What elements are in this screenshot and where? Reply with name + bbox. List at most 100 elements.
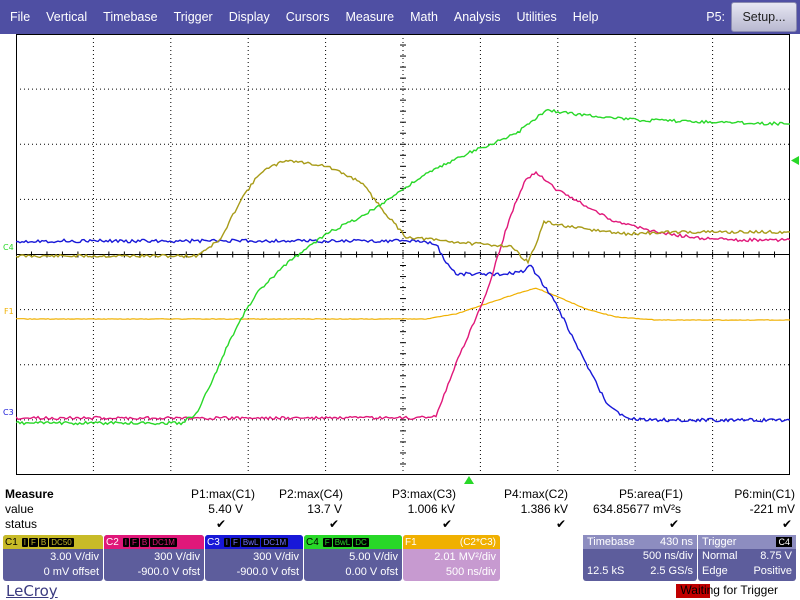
measure-title: Measure: [5, 487, 54, 501]
param-name-p5[interactable]: P5:area(F1): [618, 487, 683, 501]
trace-c4: [16, 108, 790, 426]
trace-f1: [16, 287, 790, 321]
c1-tag-bandwidth: B: [38, 537, 49, 547]
param-name-p3[interactable]: P3:max(C3): [391, 487, 456, 501]
c1-name: C1: [5, 536, 18, 548]
c3-tag-filter: F: [231, 537, 240, 547]
param-value-p5: 634.85677 mV²s: [592, 502, 681, 516]
setup-button[interactable]: Setup...: [731, 2, 797, 32]
measure-value-label: value: [5, 502, 34, 516]
c3-tag-inverted: I: [223, 537, 231, 547]
c3-tag-coupling: DC1M: [261, 537, 289, 547]
menu-bar: File Vertical Timebase Trigger Display C…: [0, 0, 800, 34]
timebase-delay: 430 ns: [659, 536, 693, 548]
footer: LeCroy Waiting for Trigger: [0, 581, 800, 600]
menu-utilities[interactable]: Utilities: [516, 10, 557, 24]
c2-scale: 300 V/div: [154, 551, 200, 563]
f1-scale: 2.01 MV²/div: [434, 551, 496, 563]
menu-file[interactable]: File: [10, 10, 31, 24]
channel-c3-box[interactable]: C3 I F BwL DC1M 300 V/div -900.0 V ofst: [205, 535, 303, 581]
c3-marker[interactable]: C3: [3, 408, 14, 417]
acquisition-status: Waiting for Trigger: [680, 583, 778, 597]
menu-vertical[interactable]: Vertical: [46, 10, 88, 24]
trigger-position-marker[interactable]: [464, 476, 474, 485]
trigger-mode: Normal: [702, 550, 738, 562]
param-value-p4: 1.386 kV: [520, 502, 568, 516]
param-value-p2: 13.7 V: [307, 502, 342, 516]
c3-offset: -900.0 V ofst: [236, 566, 299, 578]
f1-name: F1: [405, 536, 417, 548]
c2-tag-inverted: I: [122, 537, 130, 547]
c4-marker[interactable]: C4: [3, 243, 14, 252]
channel-descriptor-row: C1 I F B DC50 3.00 V/div 0 mV offset C2 …: [0, 535, 800, 581]
menu-display[interactable]: Display: [228, 10, 270, 24]
trace-c1: [16, 159, 790, 265]
f1-timebase: 500 ns/div: [445, 566, 496, 578]
waveform-grid[interactable]: [16, 34, 790, 475]
c4-name: C4: [306, 536, 319, 548]
param-name-p2[interactable]: P2:max(C4): [278, 487, 343, 501]
param-status-p6: ✔: [781, 517, 792, 531]
param-value-p3: 1.006 kV: [407, 502, 455, 516]
menu-trigger[interactable]: Trigger: [173, 10, 213, 24]
graticule: [16, 34, 790, 475]
param-name-p4[interactable]: P4:max(C2): [503, 487, 568, 501]
c4-tag-bandwidth: BwL: [332, 537, 353, 547]
timebase-rate: 2.5 GS/s: [650, 565, 693, 577]
c2-tag-filter: F: [130, 537, 139, 547]
trace-c3: [16, 238, 790, 423]
channel-c2-box[interactable]: C2 I F B DC1M 300 V/div -900.0 V ofst: [104, 535, 204, 581]
param-name-p1[interactable]: P1:max(C1): [190, 487, 255, 501]
function-f1-box[interactable]: F1 (C2*C3) 2.01 MV²/div 500 ns/div: [403, 535, 500, 581]
param-status-p4: ✔: [555, 517, 566, 531]
c2-tag-bandwidth: B: [139, 537, 150, 547]
timebase-box[interactable]: Timebase 430 ns 500 ns/div 12.5 kS 2.5 G…: [583, 535, 697, 581]
menu-analysis[interactable]: Analysis: [453, 10, 501, 24]
f1-marker[interactable]: F1: [4, 307, 14, 316]
param-value-p6: -221 mV: [749, 502, 795, 516]
lecroy-logo: LeCroy: [6, 582, 58, 600]
param-status-p2: ✔: [328, 517, 339, 531]
c2-offset: -900.0 V ofst: [137, 566, 200, 578]
menu-measure[interactable]: Measure: [345, 10, 395, 24]
trigger-box[interactable]: Trigger C4 Normal 8.75 V Edge Positive: [698, 535, 796, 581]
c4-tag-filter: F: [322, 537, 332, 547]
c1-offset: 0 mV offset: [43, 566, 99, 578]
c4-scale: 5.00 V/div: [349, 551, 398, 563]
trigger-type: Edge: [702, 565, 728, 577]
menu-cursors[interactable]: Cursors: [285, 10, 330, 24]
trigger-label: Trigger: [702, 536, 737, 548]
menu-math[interactable]: Math: [410, 10, 438, 24]
channel-c4-box[interactable]: C4 F BwL DC 5.00 V/div 0.00 V ofst: [304, 535, 402, 581]
timebase-per-div: 500 ns/div: [642, 550, 693, 562]
c3-name: C3: [207, 536, 220, 548]
menu-help[interactable]: Help: [572, 10, 599, 24]
trigger-level-marker[interactable]: [790, 156, 800, 166]
c1-tag-inverted: I: [21, 537, 29, 547]
c3-scale: 300 V/div: [253, 551, 299, 563]
trigger-source: C4: [776, 537, 792, 547]
param-name-p6[interactable]: P6:min(C1): [734, 487, 795, 501]
channel-c1-box[interactable]: C1 I F B DC50 3.00 V/div 0 mV offset: [3, 535, 103, 581]
trigger-slope: Positive: [753, 565, 792, 577]
c1-tag-filter: F: [29, 537, 38, 547]
f1-formula: (C2*C3): [459, 536, 496, 548]
c1-scale: 3.00 V/div: [50, 551, 99, 563]
menu-timebase[interactable]: Timebase: [103, 10, 158, 24]
timebase-samples: 12.5 kS: [587, 565, 625, 577]
param-status-p3: ✔: [441, 517, 452, 531]
status-flag: [676, 584, 710, 598]
c4-offset: 0.00 V ofst: [345, 566, 398, 578]
c2-name: C2: [106, 536, 119, 548]
param-value-p1: 5.40 V: [208, 502, 243, 516]
c4-tag-coupling: DC: [353, 537, 369, 547]
timebase-label: Timebase: [587, 536, 635, 548]
measure-table: Measure P1:max(C1) P2:max(C4) P3:max(C3)…: [0, 485, 800, 533]
c2-tag-coupling: DC1M: [150, 537, 177, 547]
trigger-level: 8.75 V: [760, 550, 792, 562]
c3-tag-bandwidth: BwL: [240, 537, 261, 547]
c1-tag-coupling: DC50: [49, 537, 74, 547]
measure-status-label: status: [5, 517, 38, 531]
p5-label: P5:: [706, 10, 725, 24]
param-status-p1: ✔: [215, 517, 226, 531]
